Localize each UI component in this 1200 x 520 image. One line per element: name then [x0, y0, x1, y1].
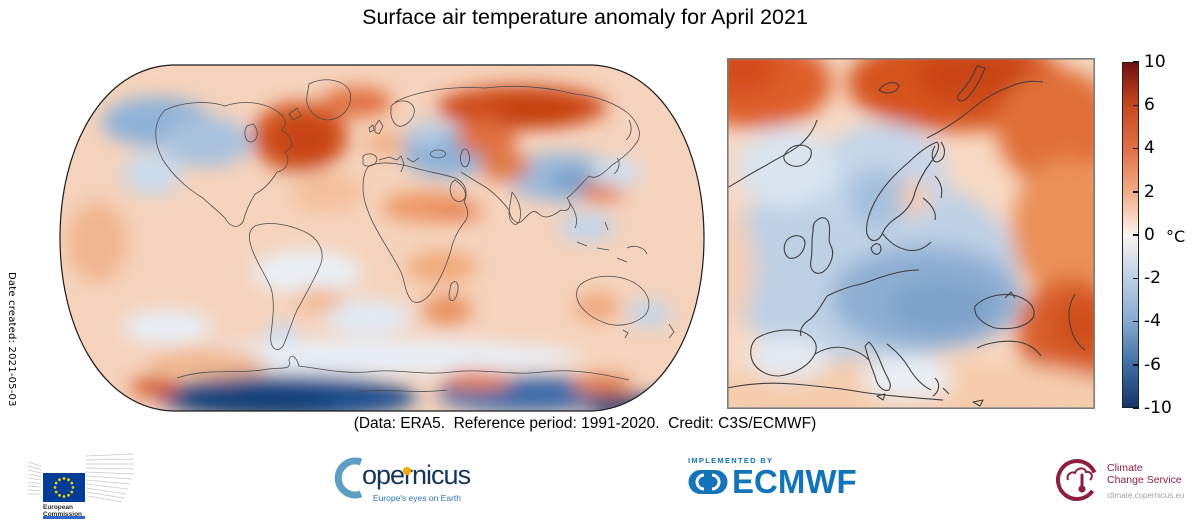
eu-commission-logo: European Commission: [27, 452, 138, 520]
colorbar-tick: [1133, 61, 1139, 63]
copernicus-logo: opernicus Europe's eyes on Earth: [328, 452, 478, 514]
colorbar-tick-label: 6: [1144, 95, 1155, 115]
colorbar-tick: [1133, 191, 1139, 193]
ecmwf-logo: IMPLEMENTED BY ECMWF: [688, 456, 878, 511]
eu-blue-bar: [43, 516, 85, 519]
world-coastlines: [155, 79, 675, 393]
ecmwf-symbol-icon: [688, 470, 728, 494]
colorbar-tick-label: -6: [1144, 355, 1161, 375]
caption: (Data: ERA5. Reference period: 1991-2020…: [353, 415, 817, 432]
europe-map: [727, 58, 1095, 409]
europe-anomaly-blobs: [728, 59, 1094, 408]
eu-commission-name: European Commission: [43, 504, 82, 518]
world-anomaly-blobs: [67, 85, 687, 411]
c3s-url: climate.copernicus.eu: [1107, 491, 1185, 500]
colorbar-unit-label: °C: [1166, 227, 1186, 246]
colorbar-tick-label: 0: [1144, 225, 1155, 245]
eu-building-lines-right: [85, 453, 135, 503]
implemented-by-label: IMPLEMENTED BY: [688, 456, 774, 465]
colorbar-tick: [1133, 234, 1139, 236]
world-map: [59, 64, 705, 412]
colorbar-tick: [1133, 407, 1139, 409]
europe-coastlines: [728, 65, 1086, 407]
colorbar-tick: [1133, 147, 1139, 150]
ecmwf-wordmark: ECMWF: [732, 463, 857, 500]
copernicus-crescent-icon: [334, 457, 363, 499]
c3s-name: Climate Change Service: [1107, 462, 1182, 486]
c3s-name-line2: Change Service: [1107, 474, 1182, 486]
eu-flag-stars: [53, 477, 75, 498]
colorbar-tick: [1133, 277, 1139, 280]
colorbar-tick: [1133, 320, 1139, 323]
colorbar-tick-label: -4: [1144, 311, 1161, 331]
eu-name-line1: European: [43, 504, 73, 511]
colorbar-tick-label: 4: [1144, 138, 1155, 158]
colorbar-tick: [1133, 364, 1139, 366]
europe-map-border: [727, 58, 1095, 409]
colorbar-tick-label: -10: [1144, 398, 1172, 418]
copernicus-wordmark: opernicus: [362, 460, 471, 490]
copernicus-orange-dot-icon: [403, 467, 411, 475]
colorbar-tick-label: 2: [1144, 182, 1155, 202]
colorbar-tick-label: 10: [1144, 52, 1166, 72]
figure-title: Surface air temperature anomaly for Apri…: [362, 5, 808, 29]
c3s-logo: Climate Change Service climate.copernicu…: [1056, 452, 1200, 514]
eu-flag-graphic: [27, 453, 135, 503]
world-map-outline: [59, 64, 705, 412]
copernicus-tagline: Europe's eyes on Earth: [372, 493, 461, 503]
eu-building-lines-left: [27, 461, 42, 495]
eu-name-line2: Commission: [43, 511, 83, 518]
date-created-note: Date created: 2021-05-03: [6, 272, 17, 407]
colorbar-tick: [1133, 104, 1139, 107]
c3s-name-line1: Climate: [1107, 462, 1143, 474]
c3s-emblem-icon: [1056, 459, 1098, 501]
colorbar-tick-label: -2: [1144, 268, 1161, 288]
